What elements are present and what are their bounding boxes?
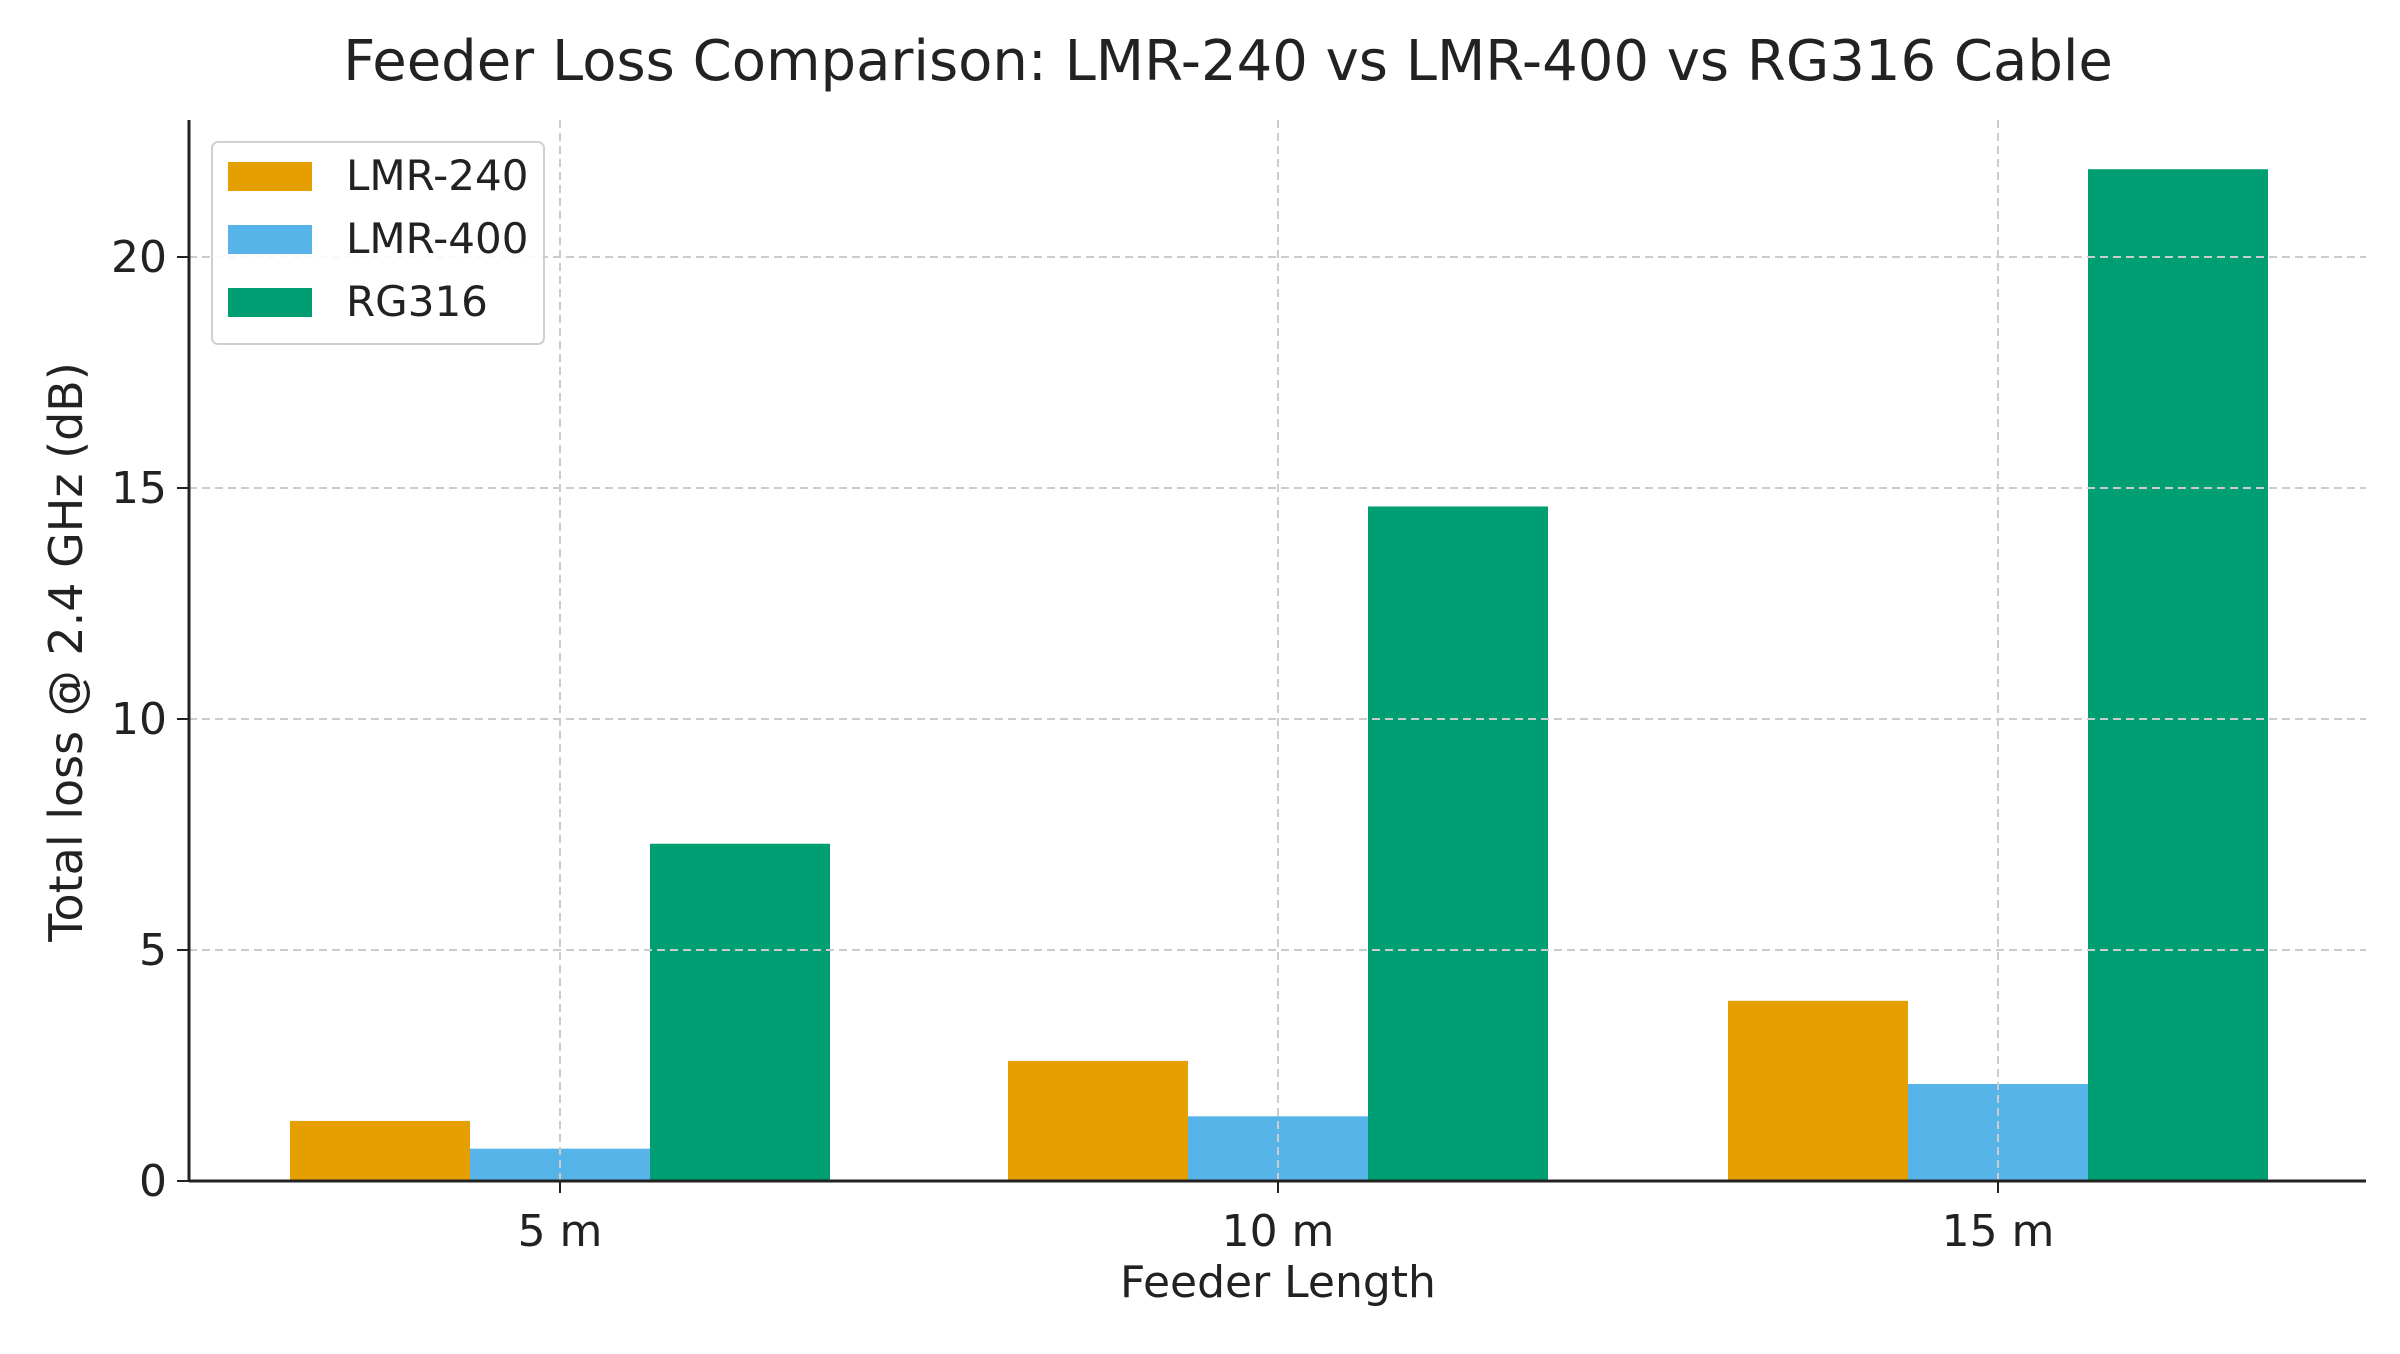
x-tick-label: 10 m bbox=[1222, 1206, 1335, 1257]
y-tick-label: 10 bbox=[111, 694, 167, 745]
legend: LMR-240 LMR-400 RG316 bbox=[211, 141, 545, 345]
bar-lmr-240-15m bbox=[1728, 1000, 1908, 1181]
x-tick-label: 5 m bbox=[518, 1206, 603, 1257]
chart-title: Feeder Loss Comparison: LMR-240 vs LMR-4… bbox=[343, 29, 2113, 94]
bar-lmr-240-10m bbox=[1008, 1060, 1188, 1181]
y-axis-label: Total loss @ 2.4 GHz (dB) bbox=[39, 362, 93, 943]
legend-swatch-lmr-400 bbox=[228, 225, 312, 254]
y-tick-label: 5 bbox=[139, 925, 167, 976]
legend-label: RG316 bbox=[346, 277, 488, 326]
x-tick-label: 15 m bbox=[1942, 1206, 2055, 1257]
legend-label: LMR-240 bbox=[346, 151, 528, 200]
bar-rg316-5m bbox=[650, 843, 830, 1181]
y-tick-label: 0 bbox=[139, 1156, 167, 1207]
y-tick-label: 15 bbox=[111, 463, 167, 514]
x-axis-label: Feeder Length bbox=[1120, 1257, 1436, 1308]
bar-rg316-15m bbox=[2088, 169, 2268, 1182]
bar-lmr-240-5m bbox=[290, 1120, 470, 1181]
legend-swatch-lmr-240 bbox=[228, 162, 312, 191]
bar-rg316-10m bbox=[1368, 506, 1548, 1182]
legend-label: LMR-400 bbox=[346, 214, 528, 263]
y-tick-label: 20 bbox=[111, 232, 167, 283]
legend-swatch-rg316 bbox=[228, 288, 312, 317]
